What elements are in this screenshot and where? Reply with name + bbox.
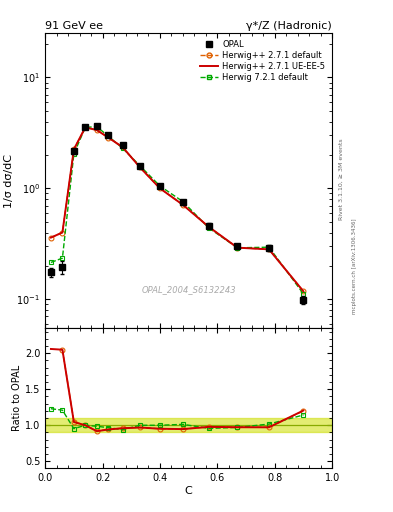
Y-axis label: Ratio to OPAL: Ratio to OPAL <box>12 365 22 432</box>
Text: OPAL_2004_S6132243: OPAL_2004_S6132243 <box>141 285 236 294</box>
X-axis label: C: C <box>185 486 193 496</box>
Text: mcplots.cern.ch [arXiv:1306.3436]: mcplots.cern.ch [arXiv:1306.3436] <box>352 219 357 314</box>
Y-axis label: 1/σ dσ/dC: 1/σ dσ/dC <box>4 154 14 208</box>
Text: Rivet 3.1.10, ≥ 3M events: Rivet 3.1.10, ≥ 3M events <box>339 138 344 220</box>
Legend: OPAL, Herwig++ 2.7.1 default, Herwig++ 2.7.1 UE-EE-5, Herwig 7.2.1 default: OPAL, Herwig++ 2.7.1 default, Herwig++ 2… <box>197 37 328 84</box>
Text: 91 GeV ee: 91 GeV ee <box>45 21 103 31</box>
Bar <box>45 418 332 433</box>
Text: γ*/Z (Hadronic): γ*/Z (Hadronic) <box>246 21 332 31</box>
